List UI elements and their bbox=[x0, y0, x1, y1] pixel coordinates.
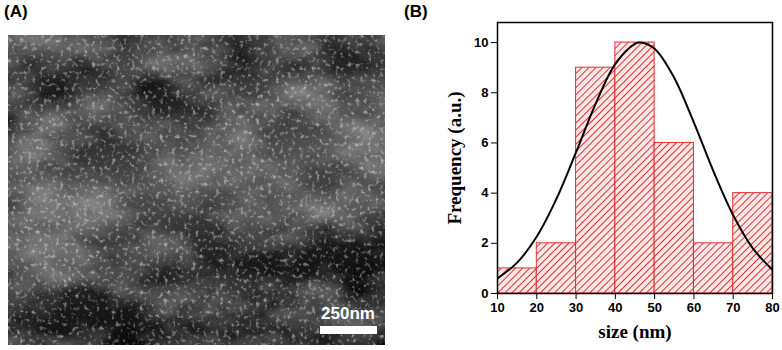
svg-text:6: 6 bbox=[481, 135, 488, 150]
svg-text:30: 30 bbox=[569, 300, 583, 315]
svg-text:4: 4 bbox=[481, 185, 489, 200]
svg-text:60: 60 bbox=[687, 300, 701, 315]
html-text:(B): (B) bbox=[404, 2, 428, 21]
svg-text:size (nm): size (nm) bbox=[598, 321, 671, 343]
svg-text:Frequency (a.u.): Frequency (a.u.) bbox=[444, 91, 466, 224]
svg-text:80: 80 bbox=[765, 300, 779, 315]
svg-text:250nm: 250nm bbox=[321, 304, 375, 323]
svg-text:40: 40 bbox=[608, 300, 622, 315]
svg-text:10: 10 bbox=[474, 35, 488, 50]
svg-text:10: 10 bbox=[490, 300, 504, 315]
html-text:(A): (A) bbox=[4, 2, 28, 21]
svg-text:70: 70 bbox=[726, 300, 740, 315]
svg-text:50: 50 bbox=[647, 300, 661, 315]
svg-text:20: 20 bbox=[530, 300, 544, 315]
svg-text:8: 8 bbox=[481, 85, 488, 100]
svg-text:2: 2 bbox=[481, 235, 488, 250]
svg-text:0: 0 bbox=[481, 286, 488, 301]
